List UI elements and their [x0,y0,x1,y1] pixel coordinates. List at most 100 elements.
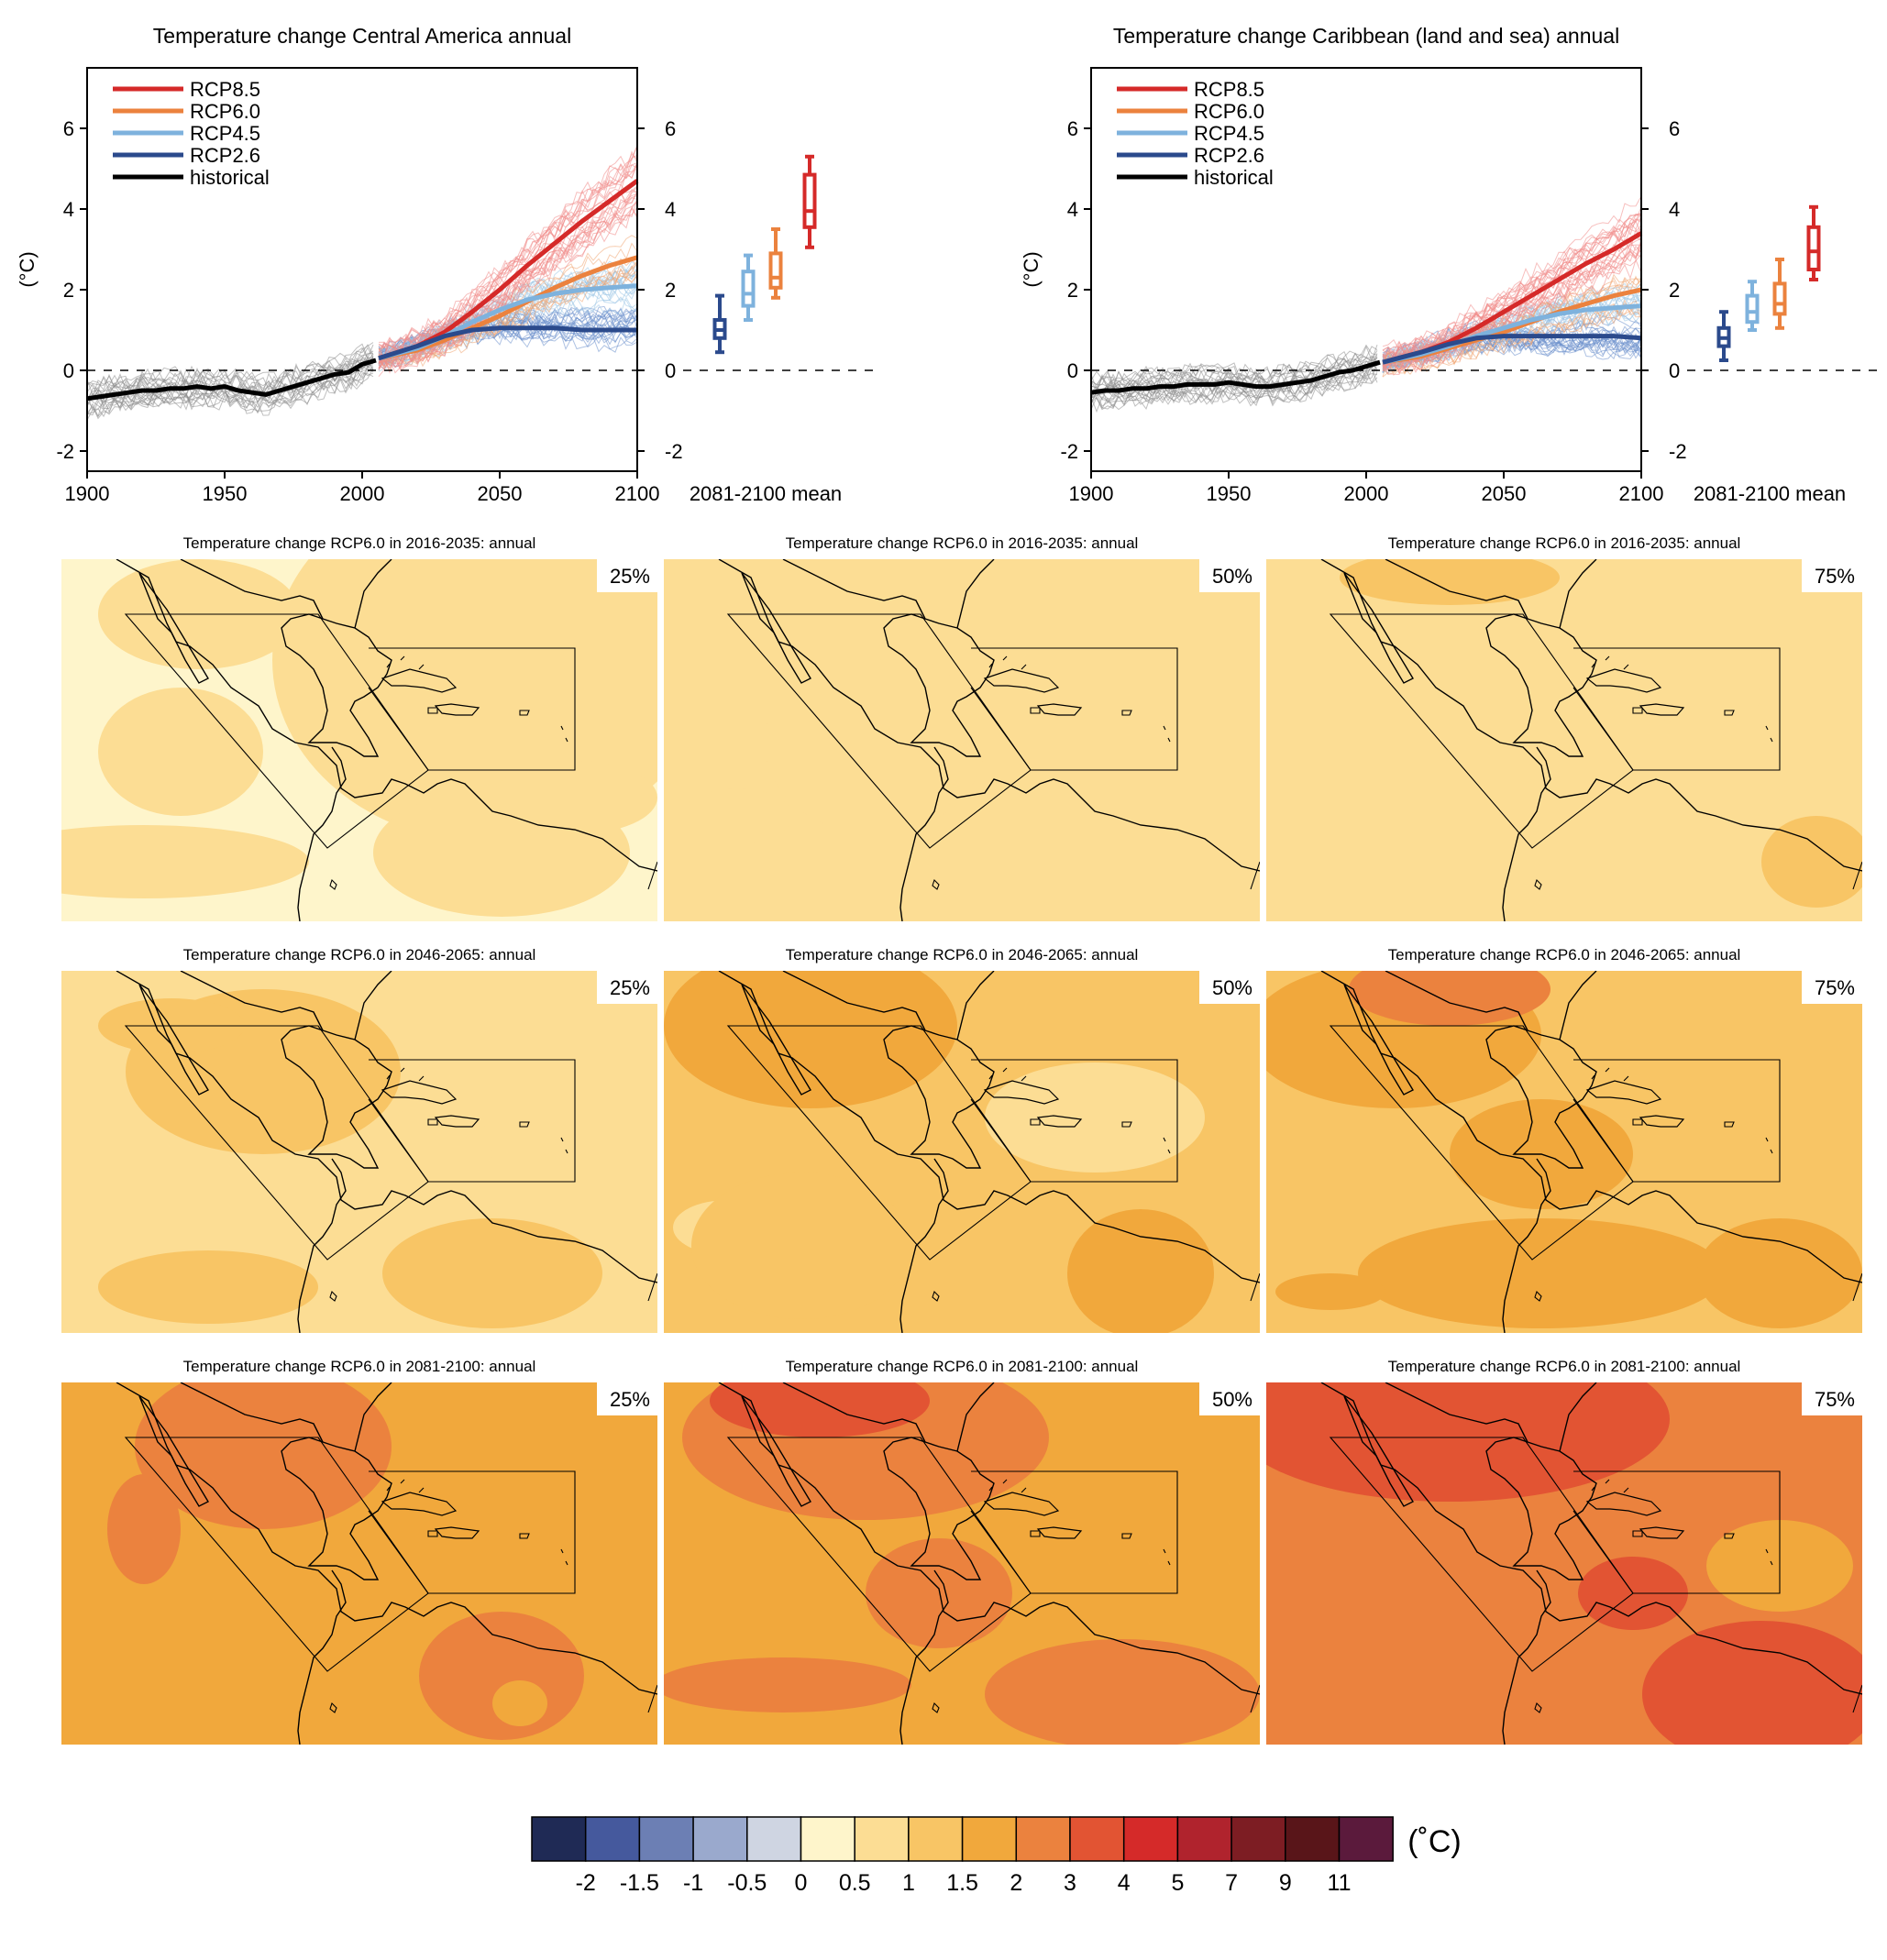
legend-label: RCP8.5 [190,78,260,101]
temperature-field-blob [765,651,985,834]
map-field [1266,971,1862,1333]
percentile-label: 25% [610,565,650,588]
colorbar-tick-label: 5 [1171,1870,1184,1896]
colorbar-tick-label: 9 [1279,1870,1292,1896]
box-body [1806,225,1821,272]
map-panel-r2-c2: 50% Temperature change RCP6.0 in 2046-206… [664,946,1260,1333]
colorbar: -2 -1.5 -1 -0.5 0 0.5 1 1.5 2 3 4 5 7 9 11 (˚C) [531,1816,1462,1896]
percentile-box [597,1382,657,1415]
temperature-field-blob [107,1474,181,1584]
series-line-historical [1090,359,1381,395]
x-tick-label: 2050 [1482,482,1527,505]
y-tick-label: 4 [1067,198,1078,221]
x-tick-label: 1950 [203,482,248,505]
temperature-field-blob [98,688,263,816]
ensemble-line-historical [87,342,374,396]
colorbar-swatch [908,1816,964,1862]
temperature-field-blob [61,825,309,898]
ensemble-line-historical [1091,373,1378,411]
chart-title: Temperature change Caribbean (land and s… [1113,24,1619,48]
ensemble-line-historical [1091,360,1378,394]
ensemble-line-rcp85 [1382,253,1641,374]
series-line-rcp60 [378,255,638,361]
map-panel-r3-c2: 50% Temperature change RCP6.0 in 2081-210… [664,1358,1260,1745]
ensemble-line-rcp85 [378,205,637,374]
box-body [741,270,756,308]
temperature-field-blob [1275,1273,1385,1310]
x-tick-label: 2000 [340,482,385,505]
colorbar-swatch [961,1816,1018,1862]
y-tick-label-right: 6 [1669,117,1680,140]
y-axis-label: (°C) [16,251,39,287]
ensemble-line-rcp60 [1382,299,1641,373]
series-line-rcp26 [378,325,637,361]
ensemble-line-historical [87,370,374,412]
boxplot-rcp45 [741,253,756,322]
legend-label: RCP6.0 [190,100,260,123]
map-panel-r2-c1: 25% Temperature change RCP6.0 in 2046-206… [61,946,657,1333]
temperature-field-blob [985,1639,1260,1745]
boxplot-rcp26 [712,293,727,355]
map-title: Temperature change RCP6.0 in 2081-2100: … [1388,1358,1741,1375]
box-label: 2081-2100 mean [1694,482,1846,505]
percentile-box [597,971,657,1004]
temperature-field-blob [135,1382,392,1529]
ensemble-line-rcp85 [378,163,637,356]
y-tick-label: 2 [63,279,74,302]
temperature-field-blob [1358,1218,1725,1328]
boxplot-rcp60 [768,227,783,300]
y-tick-label: 4 [63,198,74,221]
colorbar-tick-label: 3 [1064,1870,1076,1896]
temperature-field-blob [1697,1218,1862,1328]
colorbar-tick-label: 1.5 [946,1870,978,1896]
ensemble-lines [1091,195,1641,413]
temperature-field-blob [492,761,657,834]
percentile-box [597,559,657,592]
y-tick-label: 0 [63,359,74,382]
temperature-field-blob [664,1657,911,1712]
colorbar-swatch [638,1816,694,1862]
ensemble-line-rcp60 [378,263,637,371]
map-title: Temperature change RCP6.0 in 2046-2065: … [1388,946,1741,963]
legend-label: RCP8.5 [1194,78,1264,101]
y-tick-label: 2 [1067,279,1078,302]
temperature-field-blob [985,1063,1205,1173]
y-tick-label: 0 [1067,359,1078,382]
percentile-box [1199,1382,1260,1415]
colorbar-swatch [1338,1816,1394,1862]
map-panel-r3-c1: 25% Temperature change RCP6.0 in 2081-210… [61,1358,657,1745]
x-tick-label: 2050 [478,482,523,505]
series-line-historical [86,358,377,402]
x-tick-label: 1900 [1069,482,1114,505]
percentile-box [1802,971,1862,1004]
percentile-label: 75% [1815,565,1855,588]
percentile-box [1199,971,1260,1004]
colorbar-swatch [1230,1816,1286,1862]
legend-label: RCP4.5 [1194,122,1264,145]
ensemble-line-historical [87,373,374,420]
x-tick-label: 2100 [1619,482,1664,505]
series-line-rcp26 [1382,334,1642,365]
temperature-field-blob [98,1250,318,1324]
percentile-box [1199,559,1260,592]
temperature-field-blob [664,971,957,1108]
percentile-label: 25% [610,1388,650,1411]
y-tick-label-right: 6 [665,117,676,140]
chart-title: Temperature change Central America annua… [153,24,571,48]
map-field [61,971,657,1333]
ensemble-line-rcp85 [1382,218,1641,361]
y-tick-label-right: 4 [665,198,676,221]
ensemble-line-rcp85 [378,150,637,352]
ensemble-line-historical [87,350,374,402]
boxplot-rcp85 [1806,204,1821,281]
map-panel-r1-c1: 25% Temperature change RCP6.0 in 2016-203… [61,534,657,921]
boxplot-rcp26 [1716,310,1731,362]
ensemble-line-historical [1091,350,1378,393]
percentile-label: 50% [1212,1388,1252,1411]
map-title: Temperature change RCP6.0 in 2016-2035: … [183,534,536,552]
ensemble-line-rcp85 [1382,242,1641,371]
map-title: Temperature change RCP6.0 in 2081-2100: … [183,1358,536,1375]
boxplot-rcp85 [802,154,817,249]
